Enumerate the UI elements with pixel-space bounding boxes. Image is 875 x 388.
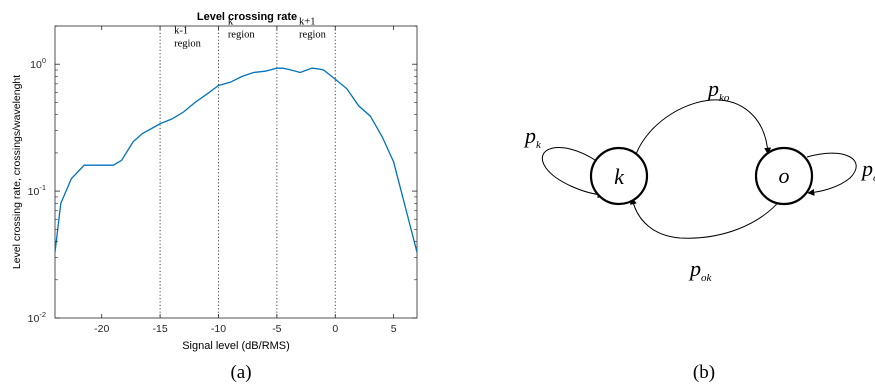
region-annotation: k+1 region	[299, 17, 327, 41]
region-annotation-line: k	[228, 17, 234, 28]
x-tick-label: 0	[332, 323, 338, 335]
x-tick-label: -15	[153, 323, 168, 335]
transition-label-p-ko: pko	[706, 76, 730, 104]
self-loop-k	[541, 147, 605, 199]
self-loop-o	[806, 152, 857, 196]
state-o	[754, 146, 814, 206]
state-k	[589, 146, 649, 206]
region-annotation-line: k+1	[299, 17, 315, 28]
state-k-label: k	[614, 164, 625, 189]
y-tick-label: 10-2	[28, 310, 46, 325]
y-tick-label: 10-1	[28, 183, 46, 198]
y-tick-exponent: 0	[42, 56, 46, 65]
chart-title: Level crossing rate	[197, 11, 297, 23]
region-annotation: k-1 region	[174, 25, 202, 49]
state-o-label: o	[779, 163, 790, 188]
region-boundary-lines	[159, 26, 336, 318]
x-axis-ticks: -20 -15 -10 -5 0 5	[94, 26, 397, 335]
transition-label-p-o: po	[860, 156, 875, 184]
y-axis-label: Level crossing rate, crossings/wavelengh…	[11, 75, 23, 269]
series-group	[54, 67, 418, 253]
y-tick-exponent: -1	[39, 183, 46, 192]
x-tick-label: -5	[272, 323, 281, 335]
x-tick-label: -10	[211, 323, 226, 335]
transition-arrow-k-to-o	[635, 99, 772, 155]
series-line	[54, 67, 418, 253]
panel-a-label: (a)	[230, 362, 251, 383]
region-annotation-line: region	[228, 30, 256, 41]
y-tick-label: 100	[30, 56, 46, 71]
plot-area	[54, 25, 418, 319]
region-annotation-line: k-1	[174, 25, 188, 36]
region-annotation: k region	[228, 17, 256, 41]
transition-label-p-k: pk	[523, 123, 542, 151]
region-annotation-line: region	[299, 30, 327, 41]
state-transition-diagram: k o pk pko pok po	[523, 76, 875, 284]
x-axis-label: Signal level (dB/RMS)	[182, 340, 290, 352]
y-axis-ticks: 10-2 10-1 100	[28, 25, 417, 325]
transition-arrow-o-to-k	[629, 196, 784, 239]
transition-label-p-ok: pok	[688, 256, 713, 284]
y-tick-exponent: -2	[39, 310, 46, 319]
level-crossing-rate-chart: Level crossing rate -20 -15 -10 -5 0 5 10-210…	[11, 11, 418, 352]
region-annotation-line: region	[174, 38, 202, 49]
panel-b-label: (b)	[693, 362, 715, 383]
x-tick-label: -20	[94, 323, 109, 335]
region-annotations: k-1 region k region k+1 region	[174, 17, 327, 50]
x-tick-label: 5	[391, 323, 397, 335]
